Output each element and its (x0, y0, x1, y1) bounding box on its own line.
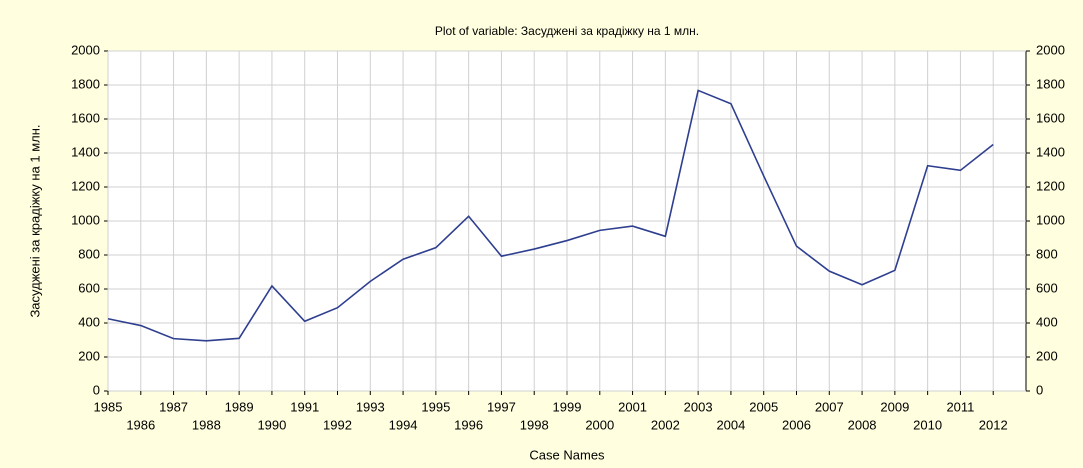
y-tick-label: 1400 (71, 144, 100, 159)
y-tick-label: 1600 (71, 110, 100, 125)
x-tick-label: 1996 (454, 417, 483, 432)
y-tick-label: 1000 (71, 212, 100, 227)
y2-tick-label: 0 (1036, 382, 1043, 397)
x-tick-label: 2009 (880, 399, 909, 414)
y2-tick-label: 800 (1036, 246, 1058, 261)
y-tick-label: 600 (78, 280, 100, 295)
x-tick-label: 1998 (520, 417, 549, 432)
y2-tick-label: 600 (1036, 280, 1058, 295)
x-tick-label: 1992 (323, 417, 352, 432)
x-tick-label: 1986 (126, 417, 155, 432)
x-tick-label: 2002 (651, 417, 680, 432)
x-tick-label: 2004 (716, 417, 745, 432)
y2-tick-label: 400 (1036, 314, 1058, 329)
y2-tick-label: 200 (1036, 348, 1058, 363)
y-tick-label: 1200 (71, 178, 100, 193)
x-tick-label: 1989 (225, 399, 254, 414)
line-series (107, 89, 994, 342)
y2-tick-label: 1800 (1036, 76, 1065, 91)
y2-tick-label: 1200 (1036, 178, 1065, 193)
x-tick-label: 2010 (913, 417, 942, 432)
y-tick-label: 400 (78, 314, 100, 329)
y2-tick-label: 1400 (1036, 144, 1065, 159)
y2-tick-label: 2000 (1036, 42, 1065, 57)
x-tick-label: 1994 (389, 417, 418, 432)
x-tick-label: 2011 (946, 399, 974, 414)
y2-tick-label: 1000 (1036, 212, 1065, 227)
x-tick-label: 1997 (487, 399, 516, 414)
x-tick-label: 1985 (94, 399, 123, 414)
x-tick-label: 2000 (585, 417, 614, 432)
x-tick-label: 1991 (290, 399, 319, 414)
x-tick-label: 1993 (356, 399, 385, 414)
x-tick-label: 2001 (618, 399, 647, 414)
x-tick-label: 2003 (684, 399, 713, 414)
y2-tick-label: 1600 (1036, 110, 1065, 125)
x-tick-label: 1987 (159, 399, 188, 414)
x-tick-label: 1988 (192, 417, 221, 432)
y-axis-label: Засуджені за крадіжку на 1 млн. (27, 124, 42, 317)
y-tick-label: 2000 (71, 42, 100, 57)
x-tick-label: 2007 (815, 399, 844, 414)
x-tick-label: 2006 (782, 417, 811, 432)
y-tick-label: 200 (78, 348, 100, 363)
x-tick-label: 2005 (749, 399, 778, 414)
x-tick-label: 1990 (257, 417, 286, 432)
x-tick-label: 1999 (553, 399, 582, 414)
x-tick-label: 1995 (421, 399, 450, 414)
x-axis-label: Case Names (529, 447, 605, 462)
y-tick-label: 0 (93, 382, 100, 397)
x-tick-label: 2008 (848, 417, 877, 432)
chart-title: Plot of variable: Засуджені за крадіжку … (435, 24, 699, 38)
y-tick-label: 1800 (71, 76, 100, 91)
y-tick-label: 800 (78, 246, 100, 261)
x-tick-label: 2012 (979, 417, 1008, 432)
